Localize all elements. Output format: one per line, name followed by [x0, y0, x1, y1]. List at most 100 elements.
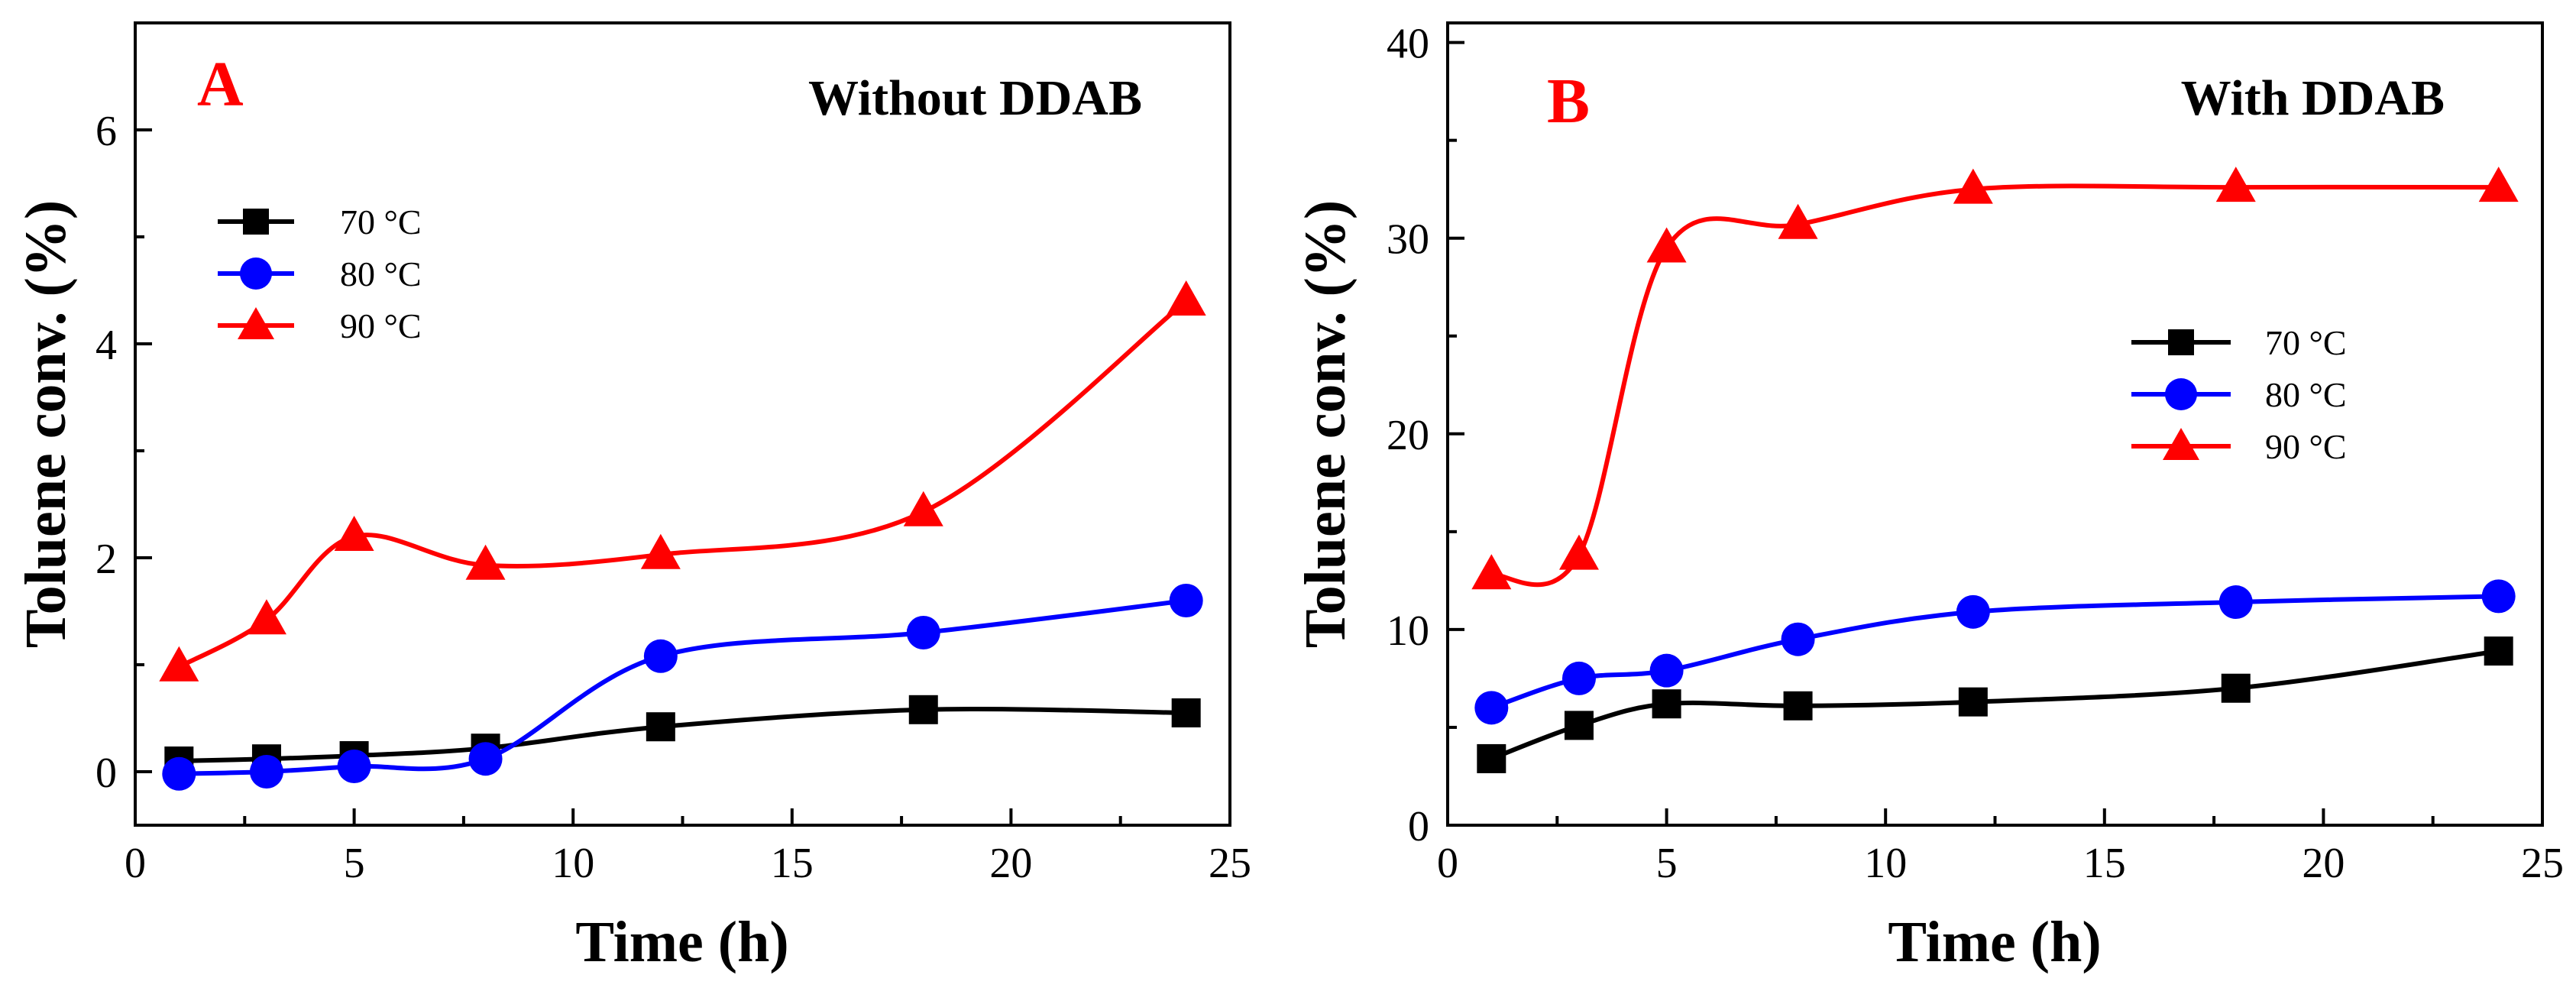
square-marker — [2168, 329, 2194, 355]
panel-b-curves — [1490, 183, 2500, 761]
data-point-circle — [1169, 584, 1203, 617]
x-tick-label: 25 — [1209, 840, 1251, 887]
circle-marker — [240, 257, 272, 290]
x-tick-label: 20 — [989, 840, 1032, 887]
panel-b-x-axis-title: Time (h) — [1888, 910, 2101, 974]
y-tick-label: 6 — [95, 108, 117, 155]
square-marker — [243, 209, 269, 235]
data-point-circle — [906, 616, 940, 649]
panel-b-legend-label-90: 90 °C — [2265, 427, 2347, 466]
panel-b-legend-item-90: 90 °C — [2131, 427, 2347, 466]
data-point-square — [1958, 687, 1988, 717]
panel-a-y-axis-title: Toluene conv. (%) — [14, 200, 78, 648]
y-tick-label: 2 — [95, 536, 117, 583]
panel-a-plot-frame — [134, 21, 1231, 827]
panel-b-legend-item-70: 70 °C — [2131, 323, 2347, 362]
data-point-circle — [337, 750, 371, 783]
data-point-triangle — [640, 533, 681, 569]
triangle-marker — [238, 307, 274, 339]
y-tick-label: 30 — [1387, 216, 1429, 264]
data-point-triangle — [1558, 534, 1599, 570]
y-tick-label: 4 — [95, 322, 117, 369]
series-line-70C — [179, 707, 1186, 763]
panel-a-legend-item-80: 80 °C — [218, 254, 422, 293]
data-point-circle — [249, 755, 283, 789]
data-point-triangle — [2478, 167, 2519, 202]
panel-a-legend-label-70: 70 °C — [340, 202, 422, 241]
data-point-circle — [1561, 661, 1596, 695]
panel-b-markers — [1471, 167, 2519, 773]
data-point-triangle — [2215, 167, 2256, 202]
data-point-square — [1171, 698, 1201, 727]
data-point-circle — [1781, 622, 1815, 656]
panel-a-curves — [177, 299, 1188, 776]
panel-a-legend: 70 °C 80 °C 90 °C — [218, 202, 422, 345]
series-line-90C — [1490, 183, 2499, 588]
panel-b: 0 5 10 15 20 25 0 10 20 30 40 B With DDAB Time (h)… — [1293, 21, 2564, 974]
data-point-square — [908, 695, 938, 724]
data-point-circle — [1956, 594, 1990, 629]
y-tick-label: 40 — [1387, 21, 1429, 68]
panel-b-legend-label-80: 80 °C — [2265, 375, 2347, 414]
data-point-square — [2221, 673, 2251, 703]
x-tick-label: 0 — [1437, 840, 1458, 887]
x-tick-label: 20 — [2302, 840, 2345, 887]
panel-b-ticks: 0 5 10 15 20 25 0 10 20 30 40 — [1387, 21, 2564, 887]
data-point-circle — [1474, 691, 1509, 725]
panel-b-legend-label-70: 70 °C — [2265, 323, 2347, 362]
data-point-circle — [643, 639, 678, 673]
panel-a-letter: A — [197, 49, 244, 120]
y-tick-label: 0 — [95, 750, 117, 797]
data-point-triangle — [1166, 280, 1206, 316]
data-point-triangle — [1953, 168, 1993, 204]
y-tick-label: 10 — [1387, 607, 1429, 655]
panel-b-title: With DDAB — [2181, 70, 2445, 126]
triangle-marker — [2163, 428, 2199, 460]
panel-a-legend-label-90: 90 °C — [340, 306, 422, 345]
panel-b-y-axis-title: Toluene conv. (%) — [1293, 200, 1358, 648]
data-point-square — [646, 712, 675, 742]
data-point-triangle — [246, 599, 286, 635]
panel-a-legend-item-70: 70 °C — [218, 202, 422, 241]
y-tick-label: 0 — [1408, 803, 1429, 850]
y-tick-label: 20 — [1387, 412, 1429, 459]
data-point-triangle — [903, 491, 943, 526]
data-point-circle — [162, 756, 196, 791]
data-point-triangle — [1646, 227, 1687, 263]
panel-a-ticks: 0 5 10 15 20 25 0 2 4 6 — [95, 21, 1251, 887]
data-point-triangle — [465, 544, 506, 580]
data-point-square — [1783, 691, 1813, 721]
panel-a: 0 5 10 15 20 25 0 2 4 6 A Without DDAB Time (h) T… — [14, 21, 1251, 974]
x-tick-label: 10 — [552, 840, 594, 887]
data-point-circle — [468, 742, 503, 776]
circle-marker — [2165, 378, 2197, 410]
panel-a-legend-item-90: 90 °C — [218, 306, 422, 345]
series-line-90C — [177, 299, 1188, 669]
panel-a-legend-label-80: 80 °C — [340, 254, 422, 293]
data-point-circle — [2218, 585, 2253, 620]
data-point-triangle — [1778, 203, 1818, 239]
data-point-triangle — [159, 646, 199, 682]
data-point-square — [1652, 689, 1681, 719]
x-tick-label: 10 — [1864, 840, 1907, 887]
data-point-square — [2484, 636, 2513, 666]
data-point-circle — [2481, 579, 2516, 614]
x-tick-label: 5 — [344, 840, 365, 887]
x-tick-label: 0 — [125, 840, 146, 887]
x-tick-label: 15 — [771, 840, 814, 887]
series-line-70C — [1490, 649, 2500, 761]
x-tick-label: 25 — [2521, 840, 2564, 887]
data-point-triangle — [334, 516, 374, 551]
x-tick-label: 5 — [1656, 840, 1678, 887]
x-tick-label: 15 — [2083, 840, 2126, 887]
data-point-square — [1564, 711, 1594, 740]
panel-a-markers — [159, 280, 1206, 791]
panel-b-legend-item-80: 80 °C — [2131, 375, 2347, 414]
data-point-square — [1477, 743, 1506, 773]
panel-a-x-axis-title: Time (h) — [575, 910, 788, 974]
series-line-80C — [179, 598, 1187, 776]
panel-a-title: Without DDAB — [808, 70, 1142, 126]
panel-b-letter: B — [1547, 66, 1590, 137]
data-point-triangle — [1471, 554, 1512, 590]
